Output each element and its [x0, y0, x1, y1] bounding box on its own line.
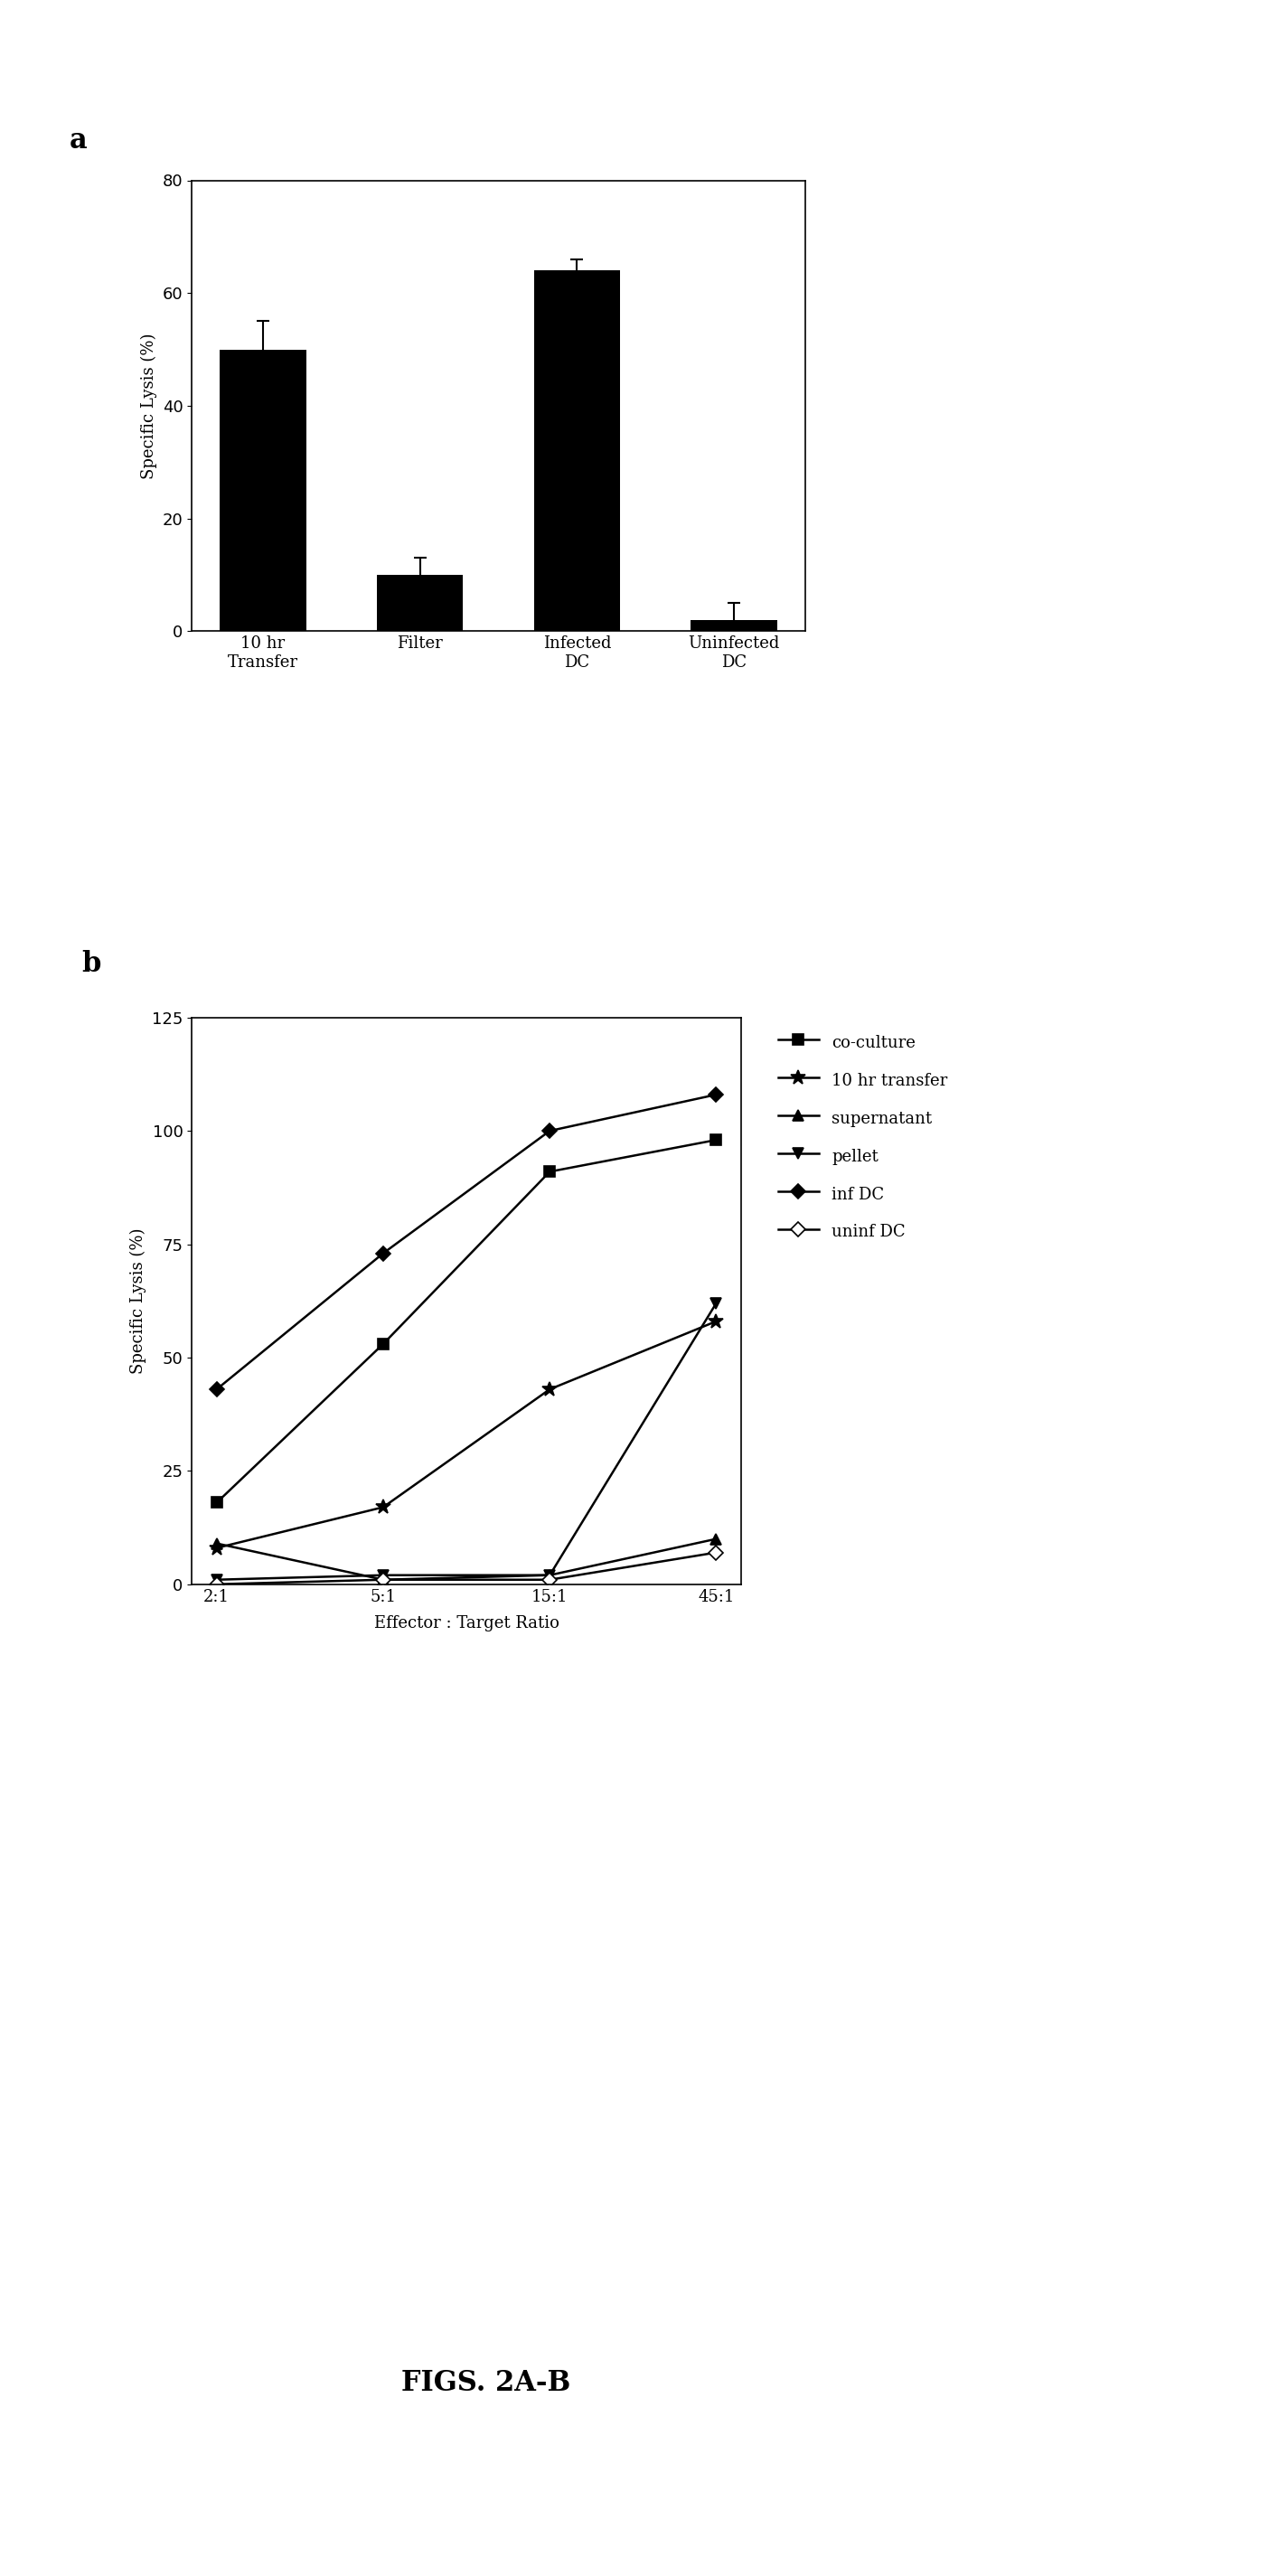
- Y-axis label: Specific Lysis (%): Specific Lysis (%): [141, 332, 157, 479]
- Legend: co-culture, 10 hr transfer, supernatant, pellet, inf DC, uninf DC: co-culture, 10 hr transfer, supernatant,…: [772, 1025, 955, 1247]
- Text: FIGS. 2A-B: FIGS. 2A-B: [401, 2370, 570, 2396]
- Text: a: a: [69, 126, 87, 155]
- Y-axis label: Specific Lysis (%): Specific Lysis (%): [130, 1229, 147, 1373]
- X-axis label: Effector : Target Ratio: Effector : Target Ratio: [374, 1615, 558, 1631]
- Bar: [691, 621, 777, 631]
- Bar: [377, 574, 463, 631]
- Bar: [220, 350, 305, 631]
- Bar: [534, 270, 620, 631]
- Text: b: b: [82, 951, 101, 976]
